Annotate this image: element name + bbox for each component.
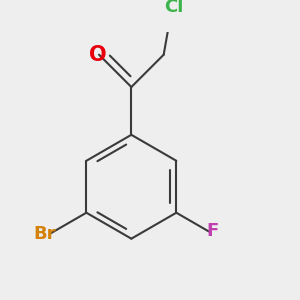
Text: O: O [89,45,106,65]
Text: F: F [207,222,219,240]
Text: Cl: Cl [165,0,184,16]
Text: Br: Br [34,225,56,243]
